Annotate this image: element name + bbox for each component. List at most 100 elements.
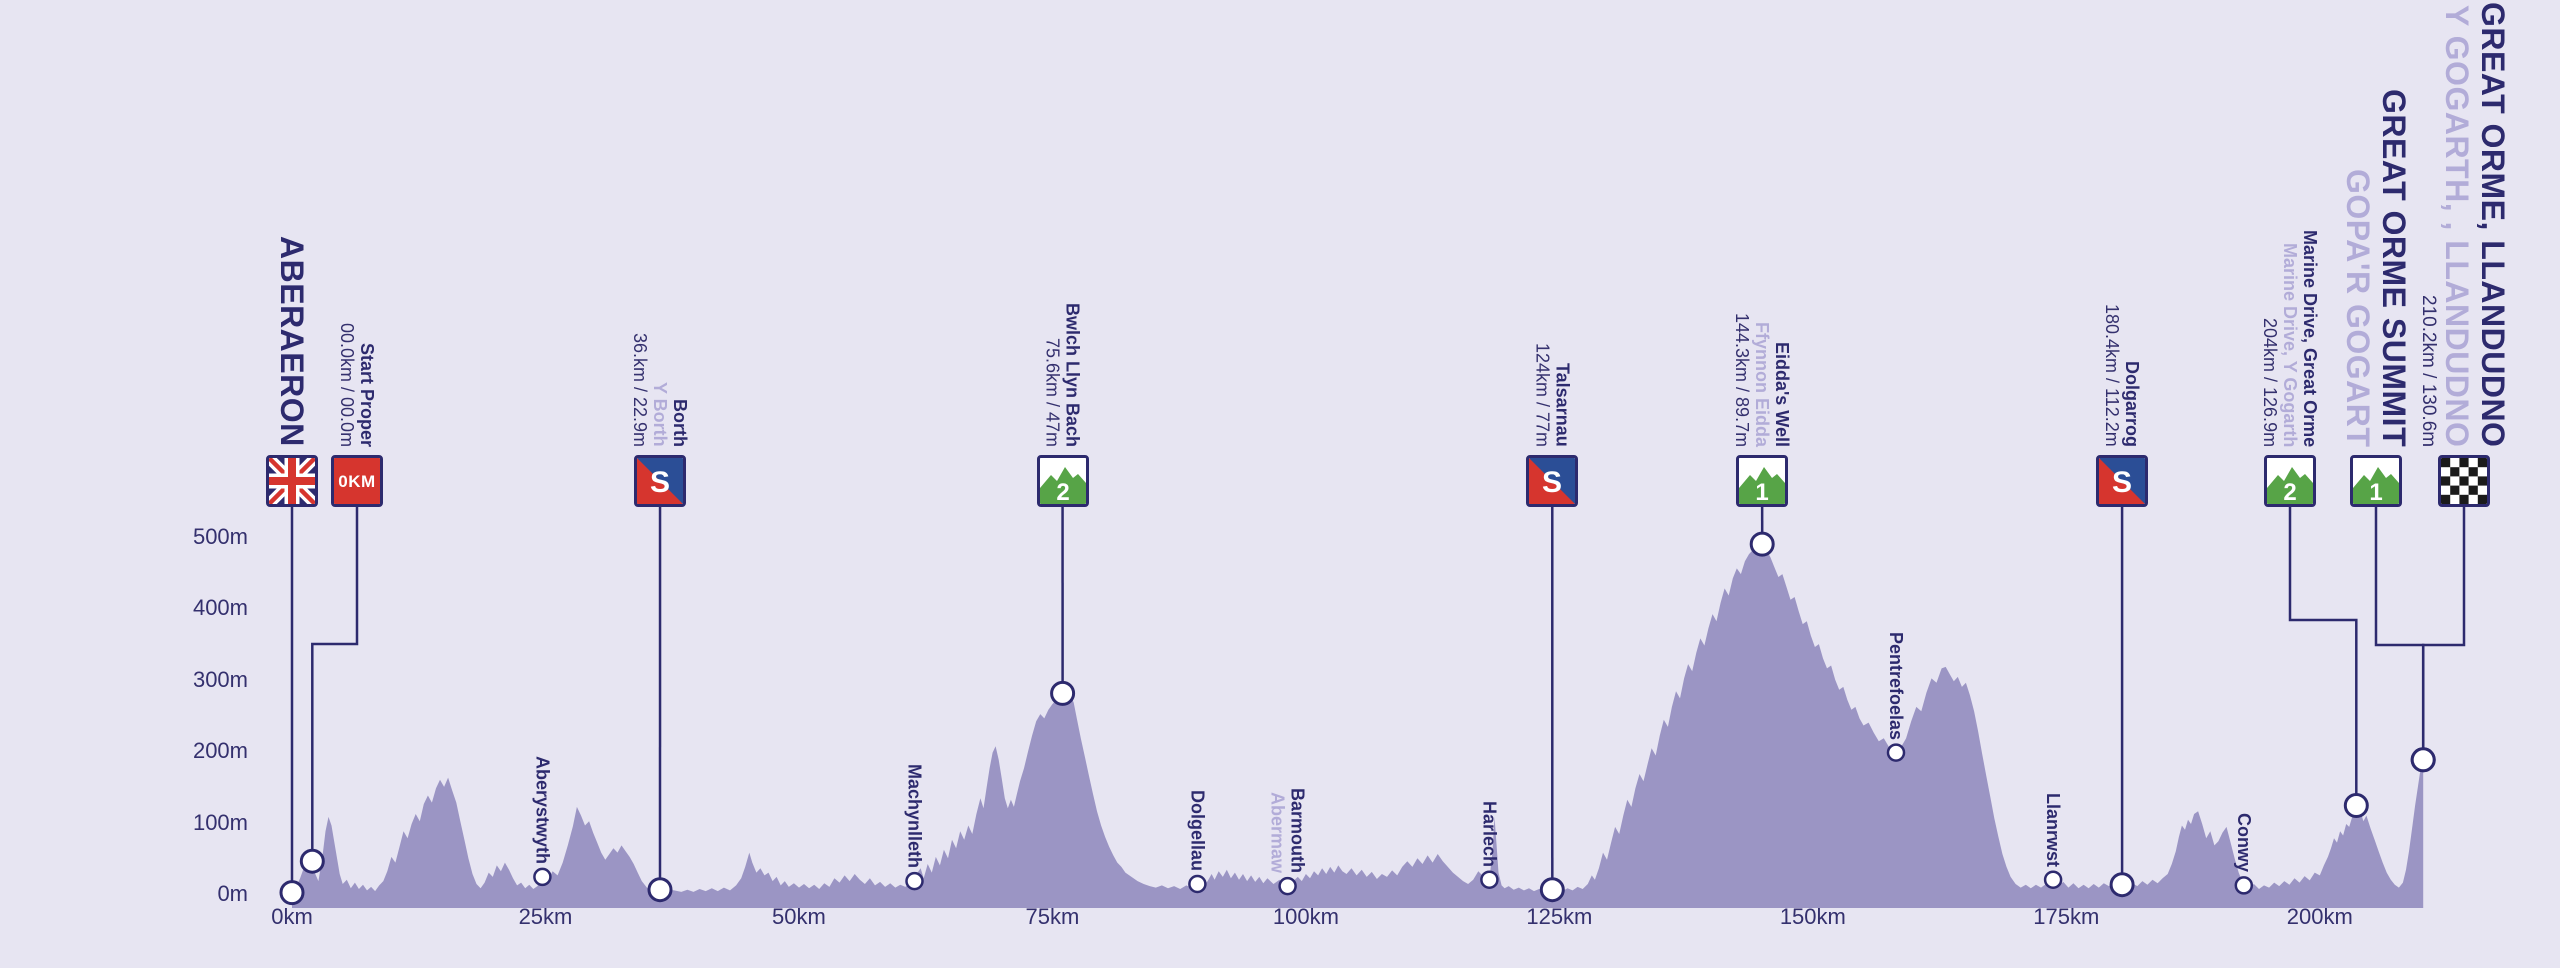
label-finish: GREAT ORME, LLANDUDNO Y GOGARTH, , LLANDU… bbox=[2417, 2, 2511, 447]
label-line: 210.2km / 130.6m bbox=[2418, 294, 2439, 447]
town-label-llanrwst: Llanrwst bbox=[2043, 793, 2063, 867]
marker-town-conwy bbox=[2234, 876, 2254, 895]
svg-text:1: 1 bbox=[2369, 479, 2382, 504]
uk-flag-icon bbox=[269, 458, 315, 504]
town-name: Dolgellau bbox=[1187, 790, 1208, 872]
label-line: 204km / 126.9m bbox=[2260, 317, 2280, 447]
label-start-proper: Start Proper 00.0km / 00.0m bbox=[337, 323, 377, 447]
svg-text:S: S bbox=[650, 466, 670, 499]
marker-marine-drive bbox=[2343, 793, 2369, 818]
x-tick-label: 125km bbox=[1526, 904, 1593, 929]
svg-text:2: 2 bbox=[1056, 479, 1069, 504]
label-line: 75.6km / 47m bbox=[1042, 337, 1063, 447]
marker-start bbox=[279, 880, 305, 906]
marker-start-proper bbox=[299, 848, 325, 874]
town-welsh-name: Abermaw bbox=[1267, 792, 1288, 874]
label-line: Marine Drive, Y Gogarth bbox=[2280, 242, 2300, 447]
marker-talsarnau bbox=[1539, 877, 1565, 903]
label-line: Bwlch Llyn Bach bbox=[1062, 302, 1083, 447]
svg-text:2: 2 bbox=[2283, 479, 2296, 504]
leader-line-marine-drive bbox=[2288, 505, 2358, 806]
icon-dolgarrog: S bbox=[2096, 455, 2149, 507]
x-tick-label: 150km bbox=[1779, 904, 1846, 929]
label-line: ABERAERON bbox=[274, 236, 310, 447]
label-line: GREAT ORME SUMMIT bbox=[2376, 88, 2412, 447]
leader-line-great-orme-summit bbox=[2374, 505, 2425, 760]
y-tick-label: 400m bbox=[192, 595, 248, 621]
town-name: Pentrefoelas bbox=[1886, 631, 1906, 740]
label-eiddas-well: Eidda's Well Ffynnon Eidda 144.3km / 89.7m bbox=[1732, 313, 1792, 447]
icon-bwlch-llyn-bach: 2 bbox=[1036, 455, 1089, 507]
label-line: Dolgarrog bbox=[2122, 360, 2143, 447]
marker-eiddas-well bbox=[1749, 531, 1775, 557]
town-name: Machynlleth bbox=[904, 764, 925, 869]
marker-town-barmouth bbox=[1278, 876, 1297, 896]
svg-text:S: S bbox=[1542, 466, 1562, 499]
marker-finish bbox=[2410, 747, 2436, 773]
label-line: GOPA'R GOGART bbox=[2340, 168, 2376, 447]
marker-borth bbox=[647, 877, 673, 903]
town-name: Llanrwst bbox=[2043, 792, 2064, 867]
label-line: Ffynnon Eidda bbox=[1752, 322, 1773, 447]
x-tick-label: 0km bbox=[271, 904, 313, 929]
town-label-harlech: Harlech bbox=[1479, 801, 1499, 867]
town-label-aberystwyth: Aberystwyth bbox=[532, 756, 552, 864]
marker-town-aberystwyth bbox=[533, 867, 552, 887]
marker-town-pentrefoelas bbox=[1886, 743, 1906, 762]
y-tick-label: 100m bbox=[192, 809, 248, 835]
leader-line-finish bbox=[2421, 505, 2466, 760]
label-line: Y GOGARTH, , LLANDUDNO bbox=[2439, 4, 2475, 447]
climb-category-icon: 2 bbox=[1039, 458, 1086, 504]
sprint-icon: S bbox=[637, 458, 684, 504]
leader-line-start-proper bbox=[311, 505, 359, 862]
label-borth: Borth Y Borth 36.km / 22.9m bbox=[630, 333, 690, 447]
marker-town-llanrwst bbox=[2043, 870, 2063, 889]
elevation-area bbox=[292, 544, 2424, 908]
town-name: Barmouth bbox=[1287, 788, 1308, 874]
label-dolgarrog: Dolgarrog 180.4km / 112.2m bbox=[2102, 304, 2142, 447]
label-line: Eidda's Well bbox=[1772, 342, 1793, 447]
zero-km-icon: 0KM bbox=[334, 458, 380, 504]
label-line: Borth bbox=[670, 399, 691, 447]
finish-flag-icon bbox=[2441, 458, 2487, 504]
icon-start-proper: 0KM bbox=[331, 455, 383, 507]
town-label-conwy: Conwy bbox=[2234, 813, 2254, 872]
y-tick-label: 300m bbox=[192, 666, 248, 692]
marker-town-harlech bbox=[1480, 870, 1499, 889]
label-line: Start Proper bbox=[357, 342, 377, 447]
icon-finish bbox=[2438, 455, 2490, 507]
icon-start bbox=[266, 455, 318, 507]
climb-category-icon: 2 bbox=[2267, 458, 2313, 504]
label-great-orme-summit: GREAT ORME SUMMIT GOPA'R GOGART bbox=[2340, 89, 2412, 447]
town-label-dolgellau: Dolgellau bbox=[1187, 790, 1207, 871]
x-tick-label: 175km bbox=[2033, 904, 2100, 929]
marker-dolgarrog bbox=[2109, 872, 2135, 898]
x-tick-label: 100km bbox=[1272, 904, 1339, 929]
marker-bwlch-llyn-bach bbox=[1050, 680, 1076, 706]
x-tick-label: 25km bbox=[518, 904, 573, 929]
x-tick-label: 200km bbox=[2286, 904, 2353, 929]
y-tick-label: 500m bbox=[192, 524, 248, 549]
label-talsarnau: Talsarnau 124km / 77m bbox=[1532, 343, 1572, 447]
town-name: Conwy bbox=[2233, 813, 2254, 873]
town-label-machynlleth: Machynlleth bbox=[905, 764, 925, 868]
label-marine-drive: Marine Drive, Great Orme Marine Drive, Y … bbox=[2260, 230, 2320, 447]
sprint-icon: S bbox=[1529, 458, 1576, 504]
marker-town-dolgellau bbox=[1188, 874, 1207, 894]
label-line: 180.4km / 112.2m bbox=[2102, 304, 2123, 447]
climb-category-icon: 1 bbox=[1739, 458, 1786, 504]
town-label-pentrefoelas: Pentrefoelas bbox=[1886, 632, 1906, 740]
icon-borth: S bbox=[634, 455, 687, 507]
icon-eiddas-well: 1 bbox=[1736, 455, 1789, 507]
x-tick-label: 50km bbox=[772, 904, 826, 929]
label-line: 00.0km / 00.0m bbox=[337, 322, 357, 447]
label-line: Talsarnau bbox=[1552, 363, 1573, 447]
y-tick-label: 0m bbox=[217, 881, 248, 906]
town-name: Harlech bbox=[1479, 800, 1500, 867]
label-line: GREAT ORME, LLANDUDNO bbox=[2475, 1, 2511, 447]
label-line: 124km / 77m bbox=[1532, 342, 1553, 447]
town-name: Aberystwyth bbox=[532, 755, 553, 864]
marker-town-machynlleth bbox=[905, 871, 924, 891]
icon-marine-drive: 2 bbox=[2264, 455, 2316, 507]
